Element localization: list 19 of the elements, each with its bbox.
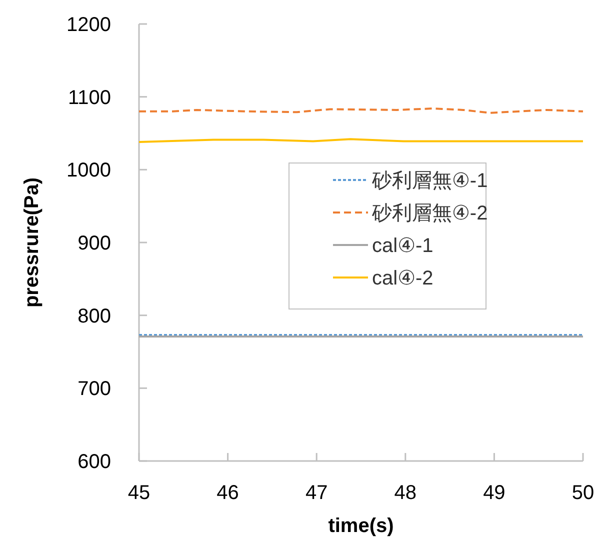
y-tick-label: 1100	[68, 86, 111, 109]
legend-label: cal④-1	[372, 235, 434, 257]
x-tick-label: 49	[483, 482, 506, 504]
x-tick-label: 46	[216, 482, 239, 504]
y-tick-label: 600	[78, 451, 111, 473]
x-tick-label: 50	[572, 482, 594, 504]
x-tick-label: 45	[128, 482, 150, 504]
x-tick-label: 48	[394, 482, 417, 504]
legend-label: cal④-2	[372, 268, 434, 290]
x-tick-label: 47	[305, 482, 328, 504]
y-axis-title: pressrure(Pa)	[21, 177, 43, 308]
legend-label: 砂利層無④-2	[371, 202, 488, 224]
y-tick-label: 700	[78, 378, 111, 400]
y-tick-label: 1200	[66, 14, 111, 36]
x-axis-title: time(s)	[328, 515, 394, 537]
y-tick-label: 900	[78, 232, 111, 254]
y-tick-label: 800	[78, 305, 111, 328]
y-tick-label: 1000	[66, 160, 111, 182]
legend-label: 砂利層無④-1	[371, 170, 488, 192]
